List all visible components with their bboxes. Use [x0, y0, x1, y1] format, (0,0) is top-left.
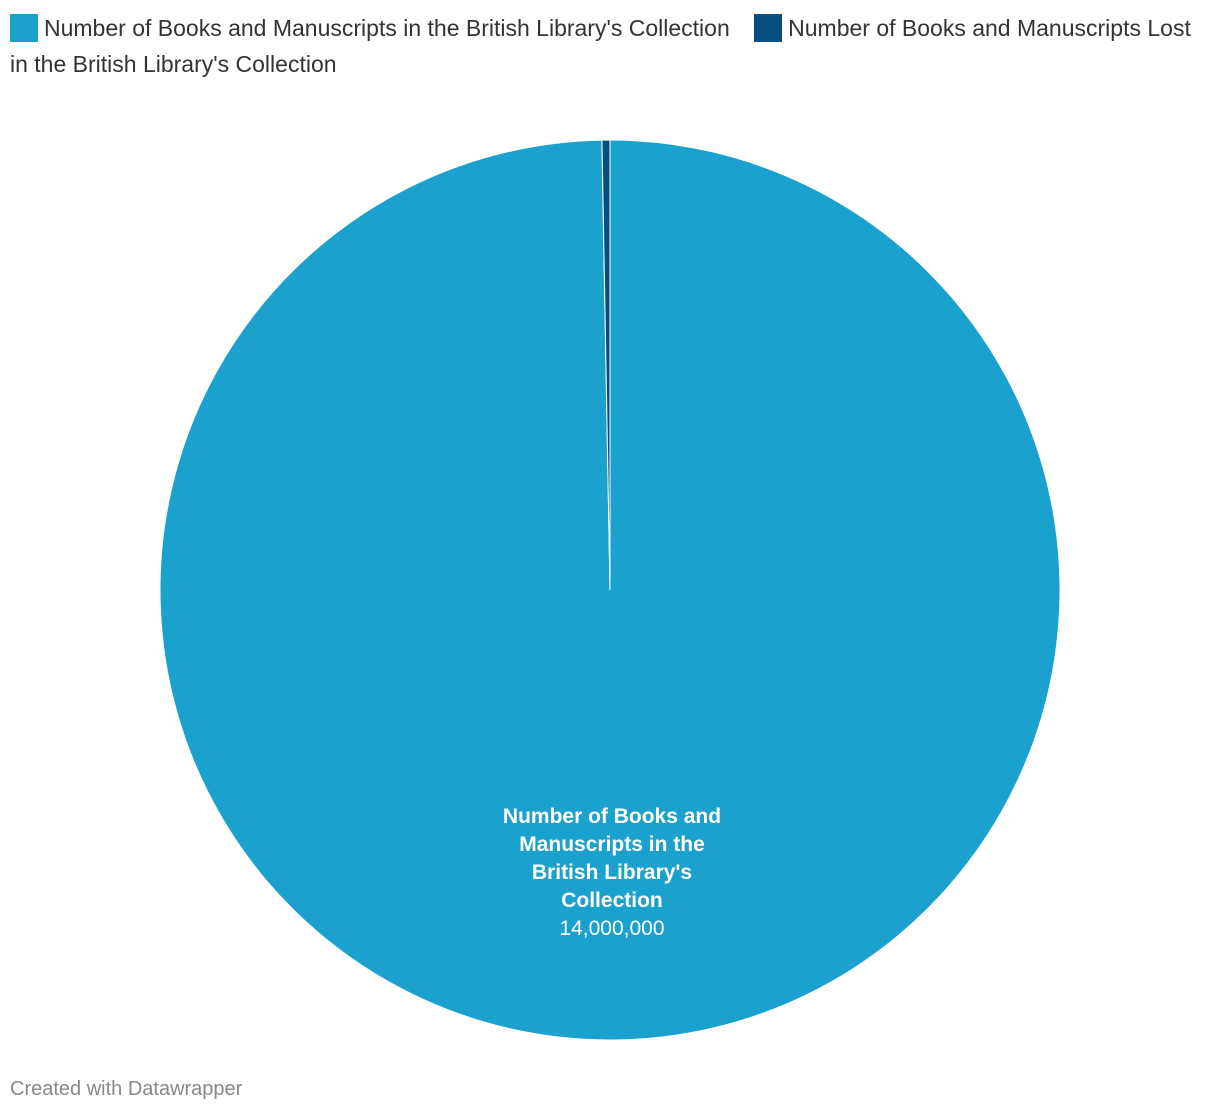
footer-credit: Created with Datawrapper — [10, 1078, 243, 1100]
legend-swatch-collection — [10, 14, 38, 42]
pie-slice-2 — [601, 139, 611, 591]
legend-label-collection: Number of Books and Manuscripts in the B… — [44, 15, 730, 41]
slice-label-line-2: Manuscripts in the — [519, 833, 705, 856]
legend-item-lost: Number of Books and Manuscripts Lost in … — [10, 14, 1191, 77]
slice-label-line-1: Number of Books and — [503, 805, 721, 828]
pie-slice-labels: Number of Books and Manuscripts in the B… — [503, 805, 721, 940]
slice-label-value: 14,000,000 — [559, 917, 664, 940]
legend-label-lost: Number of Books and Manuscripts Lost in … — [10, 15, 1191, 77]
legend-swatch-lost — [754, 14, 783, 42]
legend: Number of Books and Manuscripts in the B… — [10, 10, 1210, 82]
pie-slices — [159, 139, 1061, 1041]
slice-label-line-3: British Library's — [532, 861, 692, 884]
legend-item-collection: Number of Books and Manuscripts in the B… — [10, 14, 736, 42]
slice-label-line-4: Collection — [561, 889, 663, 912]
